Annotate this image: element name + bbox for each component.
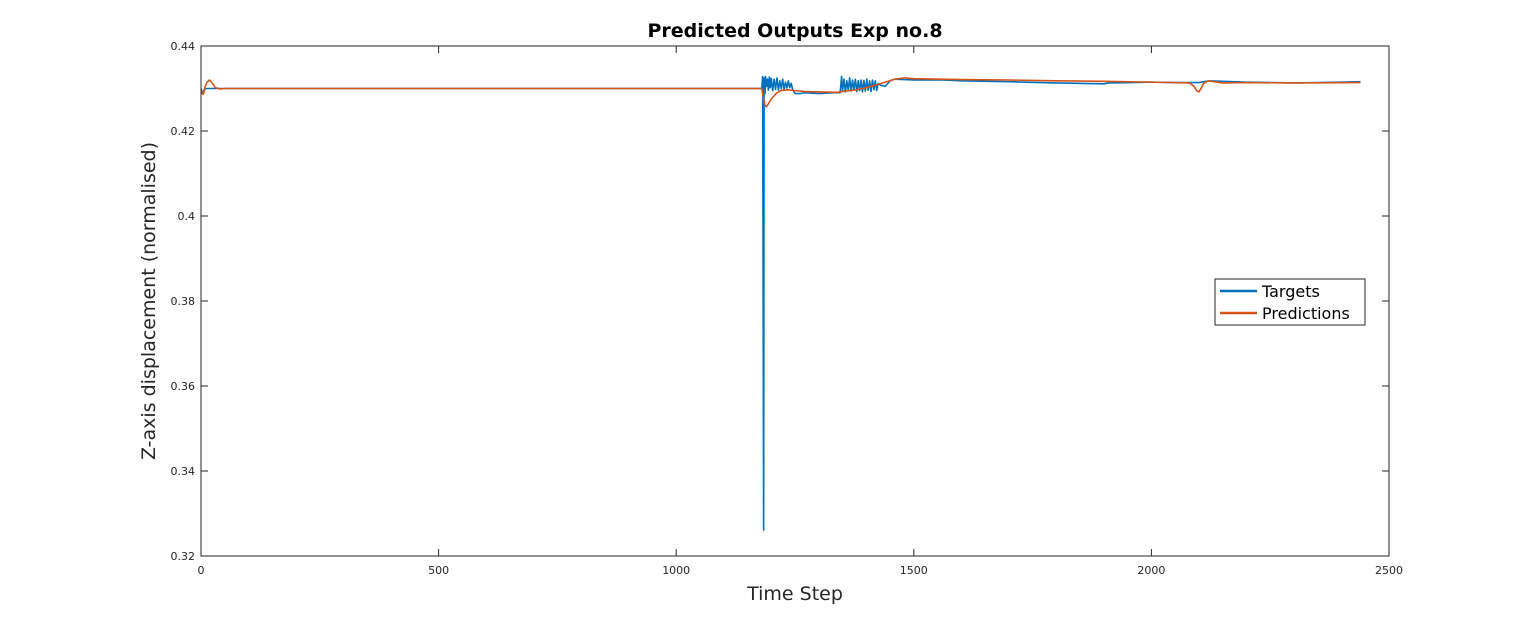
legend-label: Predictions <box>1262 304 1350 323</box>
chart-title: Predicted Outputs Exp no.8 <box>647 20 942 42</box>
x-tick-label: 2500 <box>1375 564 1403 577</box>
x-tick-label: 1000 <box>662 564 690 577</box>
plot-area <box>201 46 1389 556</box>
y-tick-label: 0.42 <box>171 125 196 138</box>
y-tick-label: 0.36 <box>171 380 196 393</box>
ticks-layer: 0 500 1000 1500 2000 2500 0.32 0.34 0.36 0.38 0.4 0… <box>171 40 1404 577</box>
series-line-targets <box>201 75 1361 531</box>
x-tick-label: 500 <box>428 564 449 577</box>
x-tick-label: 2000 <box>1137 564 1165 577</box>
y-tick-label: 0.32 <box>171 550 196 563</box>
y-tick-label: 0.4 <box>178 210 196 223</box>
legend-label: Targets <box>1261 282 1320 301</box>
series-layer <box>201 75 1361 531</box>
legend: Targets Predictions <box>1214 278 1366 326</box>
y-tick-label: 0.44 <box>171 40 196 53</box>
y-tick-label: 0.38 <box>171 295 196 308</box>
y-tick-label: 0.34 <box>171 465 196 478</box>
x-tick-label: 1500 <box>900 564 928 577</box>
series-line-predictions <box>201 77 1361 108</box>
legend-box <box>1214 278 1366 326</box>
x-axis-title: Time Step <box>746 583 843 605</box>
y-axis-title: Z-axis displacement (normalised) <box>138 142 160 460</box>
x-tick-label: 0 <box>198 564 205 577</box>
